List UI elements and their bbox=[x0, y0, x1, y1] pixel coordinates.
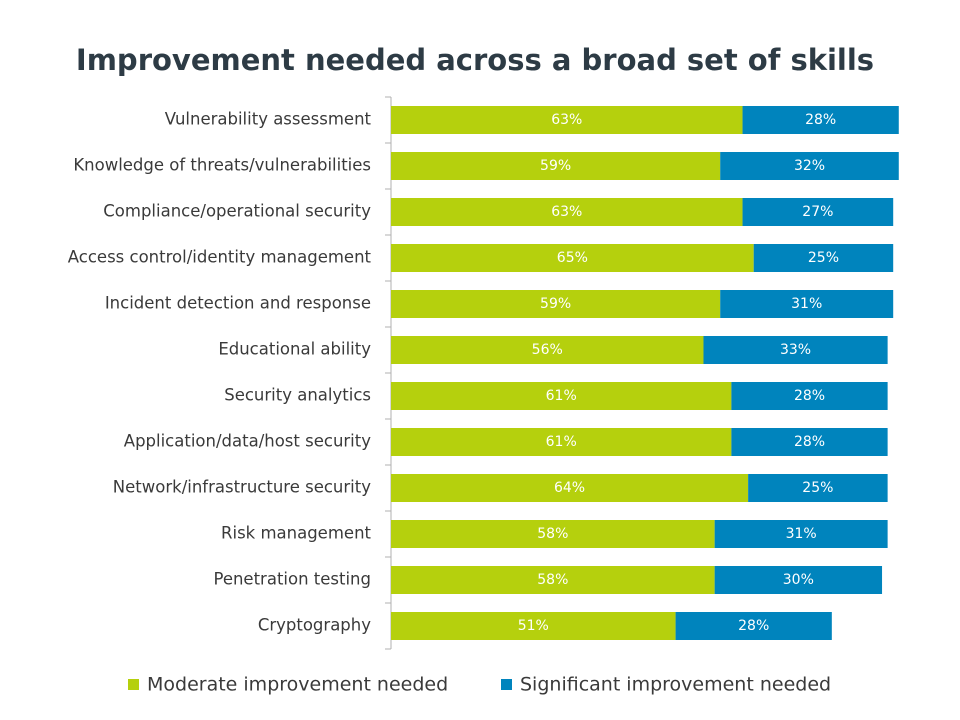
legend: Moderate improvement needed Significant i… bbox=[128, 674, 831, 696]
category-label: Application/data/host security bbox=[124, 432, 371, 451]
bar-value-label: 63% bbox=[551, 112, 582, 128]
bar-value-label: 58% bbox=[537, 572, 568, 588]
legend-swatch-significant bbox=[501, 679, 512, 690]
category-label: Penetration testing bbox=[213, 570, 371, 589]
bar-value-label: 65% bbox=[557, 250, 588, 266]
bar-value-label: 31% bbox=[791, 296, 822, 312]
bar-moderate bbox=[391, 382, 732, 410]
category-label: Risk management bbox=[221, 524, 372, 543]
bar-moderate bbox=[391, 106, 743, 134]
category-label: Educational ability bbox=[218, 340, 371, 359]
category-label: Security analytics bbox=[224, 386, 371, 405]
category-label: Cryptography bbox=[258, 616, 371, 635]
bar-moderate bbox=[391, 336, 704, 364]
legend-swatch-moderate bbox=[128, 679, 139, 690]
bar-significant bbox=[731, 428, 888, 456]
bar-moderate bbox=[391, 474, 749, 502]
bar-value-label: 58% bbox=[537, 526, 568, 542]
bar-value-label: 25% bbox=[808, 250, 839, 266]
bar-value-label: 31% bbox=[786, 526, 817, 542]
bar-value-label: 61% bbox=[546, 434, 577, 450]
legend-label-significant: Significant improvement needed bbox=[520, 674, 831, 696]
bar-value-label: 61% bbox=[546, 388, 577, 404]
bar-value-label: 25% bbox=[802, 480, 833, 496]
bar-moderate bbox=[391, 244, 754, 272]
bar-value-label: 28% bbox=[794, 434, 825, 450]
category-label: Vulnerability assessment bbox=[165, 110, 372, 129]
category-label: Access control/identity management bbox=[68, 248, 372, 267]
bar-moderate bbox=[391, 152, 721, 180]
bar-significant bbox=[731, 382, 888, 410]
legend-label-moderate: Moderate improvement needed bbox=[147, 674, 448, 696]
bar-moderate bbox=[391, 198, 743, 226]
category-label: Incident detection and response bbox=[105, 294, 371, 313]
bar-significant bbox=[714, 520, 888, 548]
bar-moderate bbox=[391, 612, 676, 640]
bar-moderate bbox=[391, 290, 721, 318]
bar-moderate bbox=[391, 566, 715, 594]
bar-significant bbox=[675, 612, 832, 640]
bar-value-label: 51% bbox=[518, 618, 549, 634]
bar-significant bbox=[703, 336, 888, 364]
bar-value-label: 59% bbox=[540, 296, 571, 312]
bar-significant bbox=[742, 198, 894, 226]
bar-significant bbox=[742, 106, 899, 134]
category-axis: Vulnerability assessment Knowledge of thr… bbox=[68, 96, 392, 650]
bar-moderate bbox=[391, 428, 732, 456]
bar-significant bbox=[714, 566, 883, 594]
bar-value-label: 28% bbox=[738, 618, 769, 634]
bars: 63% 28% 59% 32% 63% 27% 65% 25% 59% 31% 56% 33% 61% 2… bbox=[391, 106, 899, 640]
bar-significant bbox=[720, 152, 899, 180]
bar-value-label: 64% bbox=[554, 480, 585, 496]
bar-value-label: 32% bbox=[794, 158, 825, 174]
category-label: Knowledge of threats/vulnerabilities bbox=[73, 156, 371, 175]
bar-value-label: 28% bbox=[794, 388, 825, 404]
bar-value-label: 33% bbox=[780, 342, 811, 358]
category-label: Network/infrastructure security bbox=[113, 478, 371, 497]
bar-significant bbox=[748, 474, 888, 502]
bar-significant bbox=[753, 244, 894, 272]
bar-significant bbox=[720, 290, 894, 318]
bar-value-label: 59% bbox=[540, 158, 571, 174]
bar-value-label: 28% bbox=[805, 112, 836, 128]
bar-moderate bbox=[391, 520, 715, 548]
bar-value-label: 56% bbox=[532, 342, 563, 358]
category-label: Compliance/operational security bbox=[103, 202, 371, 221]
chart-title: Improvement needed across a broad set of… bbox=[76, 43, 874, 77]
bar-value-label: 63% bbox=[551, 204, 582, 220]
bar-value-label: 27% bbox=[802, 204, 833, 220]
bar-value-label: 30% bbox=[783, 572, 814, 588]
